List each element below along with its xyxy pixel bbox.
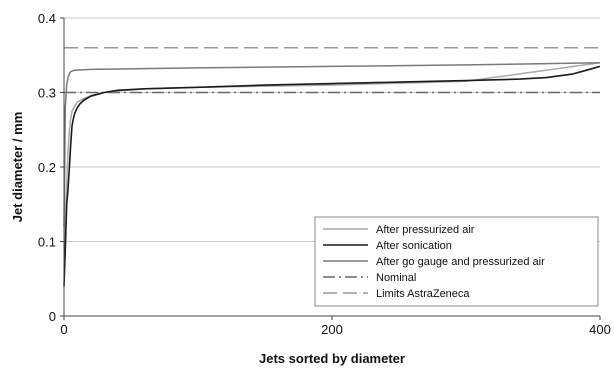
x-tick-label: 0 bbox=[60, 322, 67, 337]
y-axis-title: Jet diameter / mm bbox=[10, 112, 25, 223]
x-axis-title: Jets sorted by diameter bbox=[259, 351, 405, 366]
legend-label: Nominal bbox=[376, 272, 416, 284]
legend-label: After pressurized air bbox=[376, 224, 475, 236]
legend-label: After sonication bbox=[376, 240, 452, 252]
legend-label: After go gauge and pressurized air bbox=[376, 256, 545, 268]
series-line-2 bbox=[63, 61, 601, 227]
legend: After pressurized air After sonication Aft… bbox=[314, 216, 599, 307]
y-tick-label: 0.1 bbox=[38, 235, 56, 250]
series-line-1 bbox=[63, 65, 601, 287]
x-tick-label: 200 bbox=[321, 322, 343, 337]
y-tick-label: 0.3 bbox=[38, 86, 56, 101]
tick-labels: 0 0.1 0.2 0.3 0.4 0 200 400 bbox=[38, 11, 611, 337]
y-tick-label: 0.4 bbox=[38, 11, 56, 26]
x-tick-label: 400 bbox=[589, 322, 611, 337]
series-layer bbox=[63, 47, 601, 287]
legend-label: Limits AstraZeneca bbox=[376, 288, 470, 300]
y-tick-label: 0.2 bbox=[38, 160, 56, 175]
y-tick-label: 0 bbox=[49, 309, 56, 324]
